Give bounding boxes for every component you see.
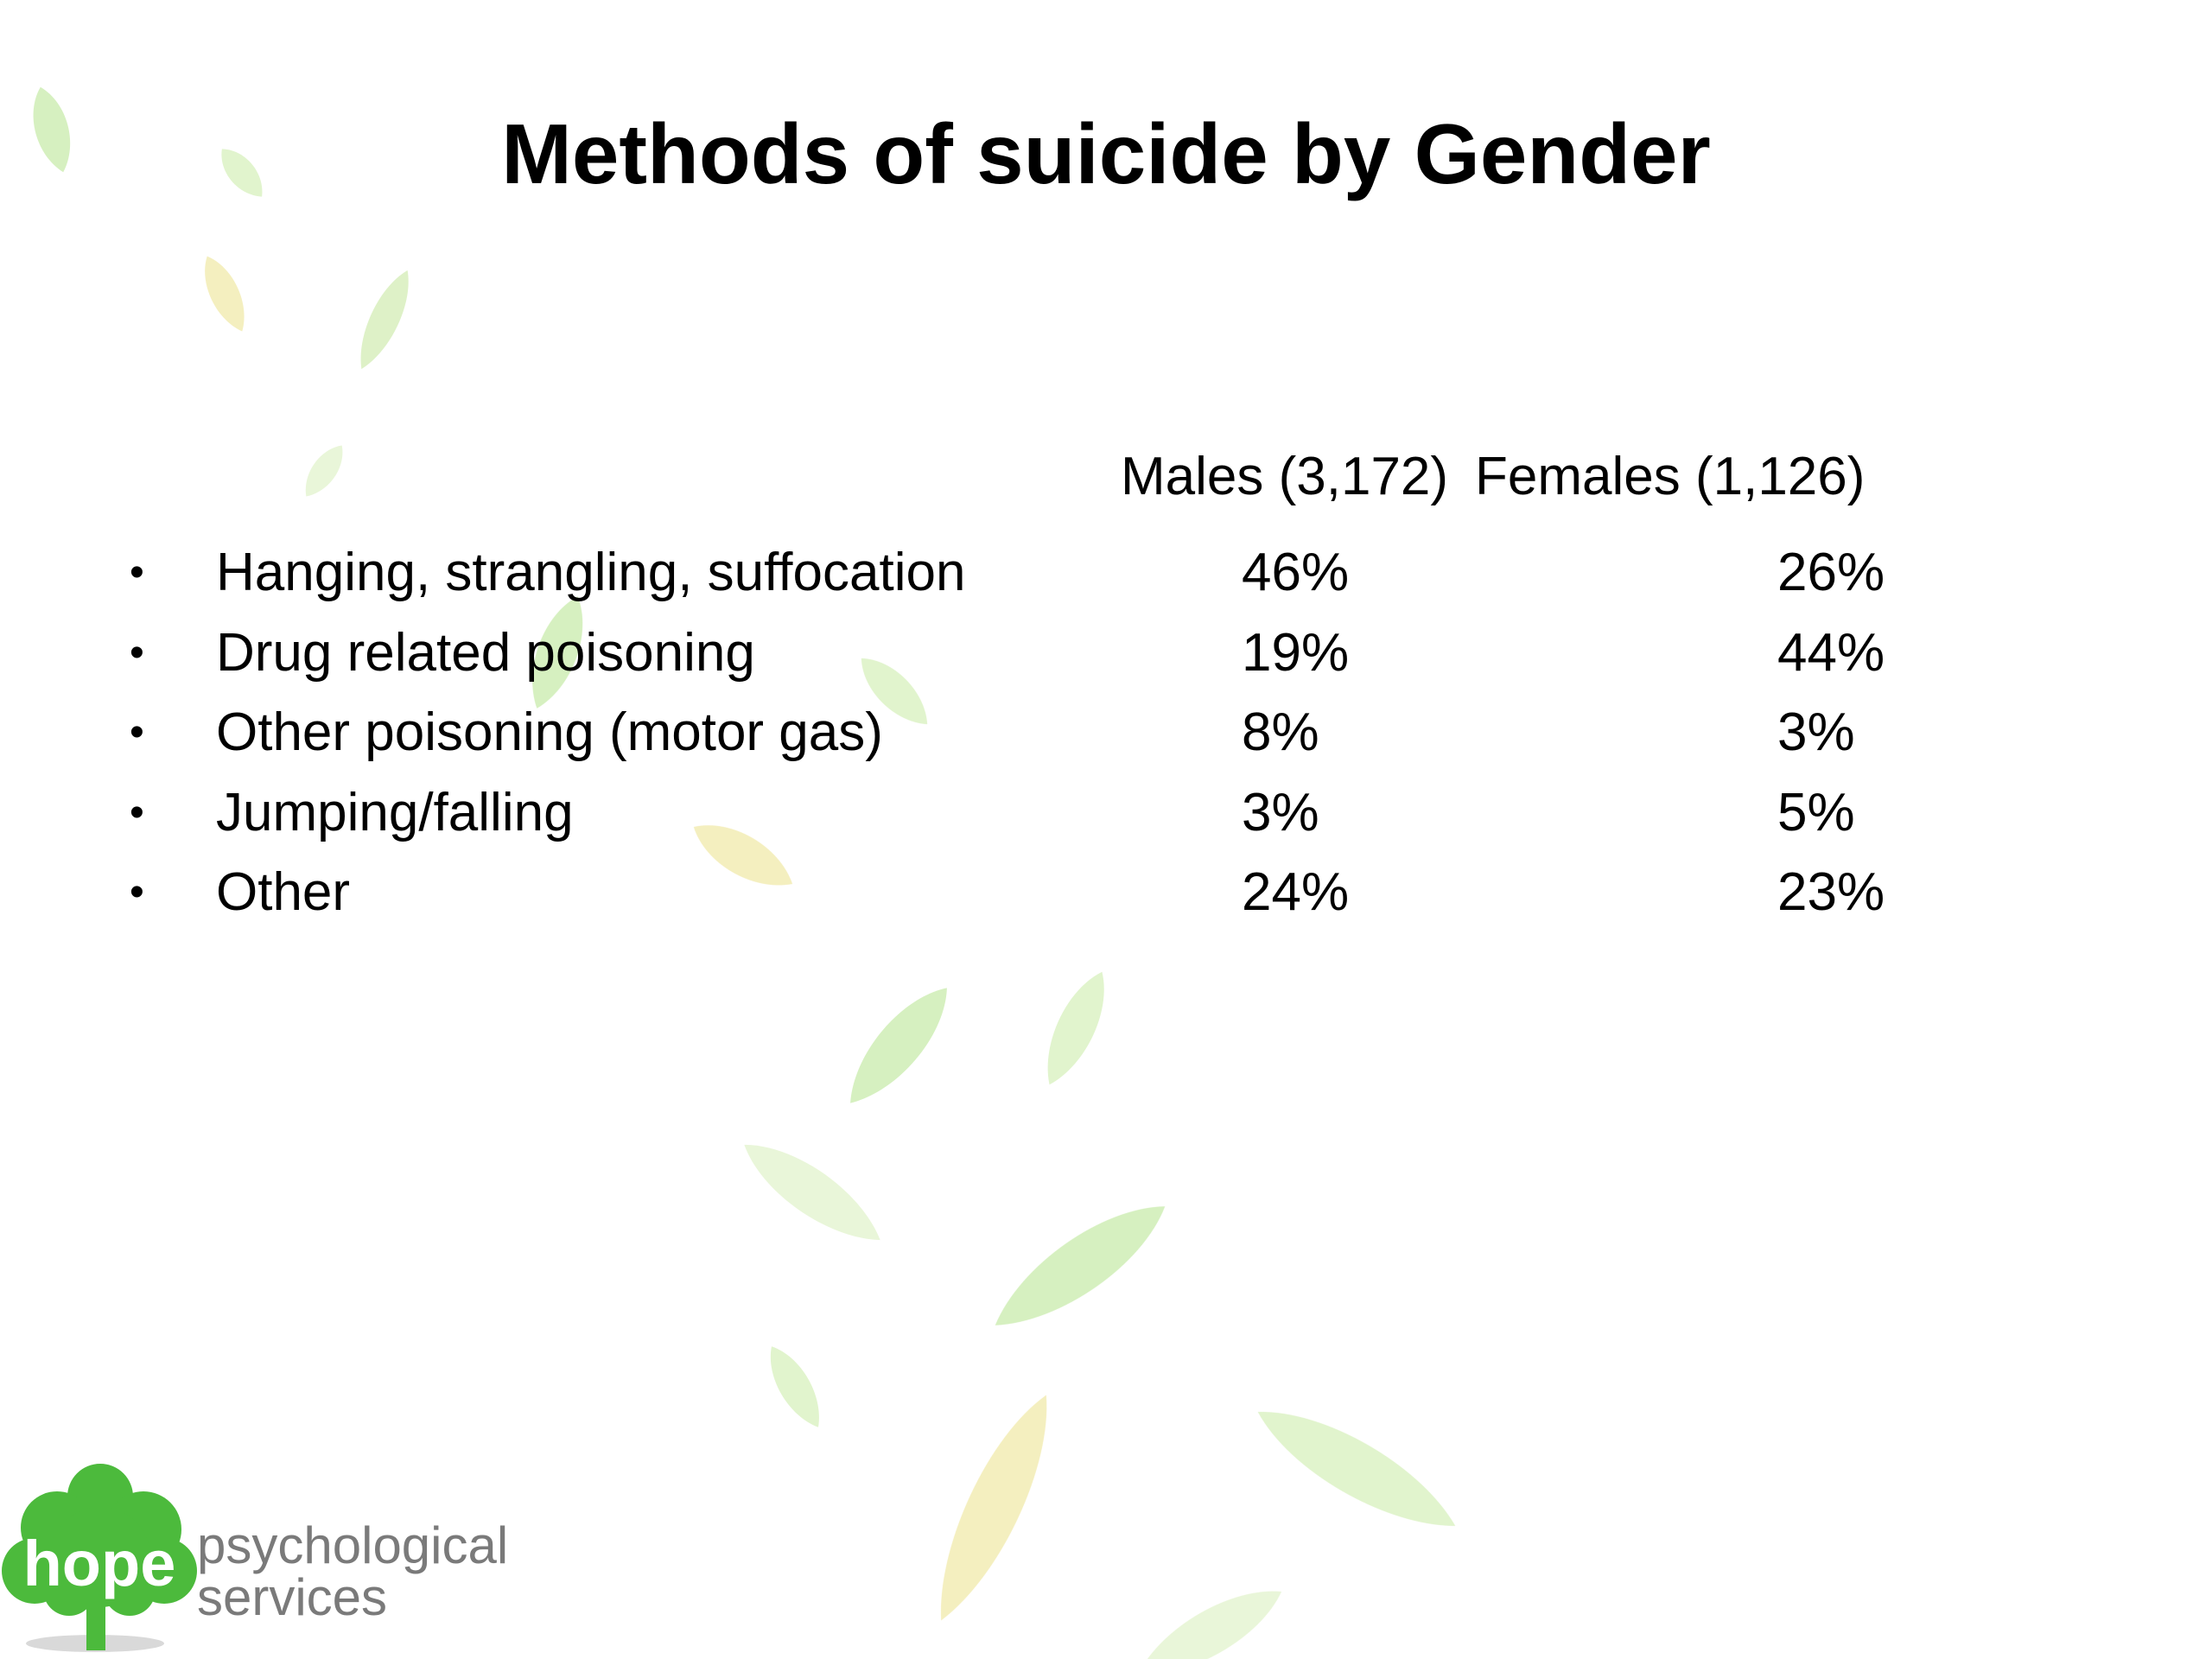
bullet-icon: • <box>130 550 144 595</box>
list-item: • Other poisoning (motor gas) 8% 3% <box>0 693 2212 772</box>
male-percentage: 46% <box>1242 543 1350 602</box>
female-percentage: 23% <box>1777 862 1885 922</box>
leaf-shape <box>296 438 353 504</box>
leaf-shape <box>758 1338 832 1435</box>
slide-title: Methods of suicide by Gender <box>501 106 1711 201</box>
leaf-shape <box>980 1185 1180 1347</box>
method-label: Other poisoning (motor gas) <box>216 702 883 762</box>
female-percentage: 44% <box>1777 623 1885 683</box>
tree-icon: hope <box>2 1464 197 1652</box>
method-label: Hanging, strangling, suffocation <box>216 543 966 602</box>
bullet-icon: • <box>130 790 144 836</box>
male-percentage: 19% <box>1242 623 1350 683</box>
leaf-shape <box>731 1127 893 1258</box>
method-label: Drug related poisoning <box>216 623 755 683</box>
leaf-shape <box>1032 963 1120 1093</box>
female-percentage: 3% <box>1777 702 1855 762</box>
leaf-shape <box>917 1383 1071 1632</box>
hope-logo: hope psychological services <box>0 1460 553 1659</box>
male-percentage: 8% <box>1242 702 1319 762</box>
leaf-shape <box>194 250 256 338</box>
female-percentage: 5% <box>1777 783 1855 842</box>
method-label: Other <box>216 862 351 922</box>
list-item: • Hanging, strangling, suffocation 46% 2… <box>0 533 2212 613</box>
list-item: • Other 24% 23% <box>0 853 2212 932</box>
column-header-females: Females (1,126) <box>1475 447 1866 506</box>
leaf-shape <box>833 973 964 1118</box>
logo-line-psychological: psychological <box>197 1516 509 1574</box>
leaf-shape <box>1244 1389 1469 1549</box>
list-item: • Jumping/falling 3% 5% <box>0 773 2212 853</box>
method-label: Jumping/falling <box>216 783 574 842</box>
male-percentage: 24% <box>1242 862 1350 922</box>
female-percentage: 26% <box>1777 543 1885 602</box>
bullet-icon: • <box>130 869 144 915</box>
list-item: • Drug related poisoning 19% 44% <box>0 613 2212 693</box>
column-header-males: Males (3,172) <box>1121 447 1449 506</box>
male-percentage: 3% <box>1242 783 1319 842</box>
leaf-shape <box>348 264 421 376</box>
bullet-icon: • <box>130 709 144 755</box>
logo-line-services: services <box>197 1568 388 1626</box>
logo-hope-word: hope <box>23 1528 176 1599</box>
leaf-shape <box>1127 1572 1293 1659</box>
bullet-icon: • <box>130 630 144 676</box>
